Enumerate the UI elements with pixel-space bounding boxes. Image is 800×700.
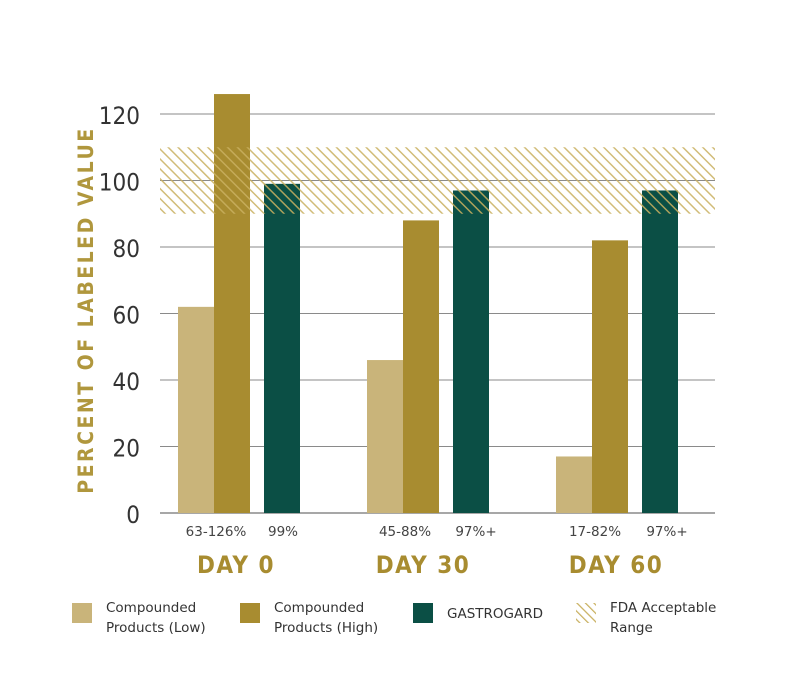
legend-swatch-low bbox=[72, 603, 92, 623]
legend-item-high: Compounded Products (High) bbox=[240, 598, 378, 638]
bar-low-day-30 bbox=[367, 360, 403, 513]
legend-label-low: Compounded Products (Low) bbox=[106, 600, 206, 636]
bar-chart: 0 20 40 60 80 100 120 63-126% 99% 45-88% 97%+ 17-8… bbox=[74, 94, 715, 579]
bar-gastrogard-day-60 bbox=[642, 190, 678, 513]
range-label-0-0: 63-126% bbox=[186, 524, 247, 540]
range-label-0-1: 99% bbox=[268, 524, 298, 540]
y-tick-label-100: 100 bbox=[99, 169, 140, 197]
legend: Compounded Products (Low) Compounded Pro… bbox=[0, 598, 800, 658]
x-axis-labels: 63-126% 99% 45-88% 97%+ 17-82% 97%+ DAY 0 DAY 3… bbox=[186, 524, 688, 579]
legend-label-high: Compounded Products (High) bbox=[274, 600, 379, 636]
x-category-label-day-30: DAY 30 bbox=[376, 551, 471, 579]
range-label-2-0: 17-82% bbox=[569, 524, 621, 540]
range-label-2-1: 97%+ bbox=[646, 524, 687, 540]
legend-swatch-gastrogard bbox=[413, 603, 433, 623]
legend-item-fda: FDA Acceptable Range bbox=[576, 598, 716, 638]
x-category-label-day-60: DAY 60 bbox=[569, 551, 664, 579]
y-tick-label-80: 80 bbox=[113, 235, 140, 263]
legend-swatch-high bbox=[240, 603, 260, 623]
legend-label-gastrogard: GASTROGARD bbox=[447, 606, 543, 622]
x-category-label-day-0: DAY 0 bbox=[197, 551, 275, 579]
legend-label-fda: FDA Acceptable Range bbox=[610, 600, 717, 636]
fda-range-band bbox=[160, 147, 715, 214]
bar-low-day-0 bbox=[178, 306, 214, 513]
range-label-1-0: 45-88% bbox=[379, 524, 431, 540]
y-tick-label-0: 0 bbox=[126, 501, 140, 529]
y-tick-label-20: 20 bbox=[113, 435, 140, 463]
bars bbox=[178, 94, 678, 514]
bar-gastrogard-day-30 bbox=[453, 190, 489, 513]
y-axis-ticks: 0 20 40 60 80 100 120 bbox=[99, 102, 140, 529]
y-axis-title: PERCENT OF LABELED VALUE bbox=[74, 126, 98, 493]
range-label-1-1: 97%+ bbox=[455, 524, 496, 540]
bar-gastrogard-day-0 bbox=[264, 183, 300, 513]
y-tick-label-40: 40 bbox=[113, 368, 140, 396]
fda-range-rect bbox=[160, 147, 715, 214]
legend-item-low: Compounded Products (Low) bbox=[72, 598, 206, 638]
bar-high-day-30 bbox=[403, 220, 439, 513]
y-tick-label-120: 120 bbox=[99, 102, 140, 130]
bar-high-day-60 bbox=[592, 240, 628, 513]
legend-swatch-fda bbox=[576, 603, 596, 623]
legend-item-gastrogard: GASTROGARD bbox=[413, 598, 543, 624]
y-tick-label-60: 60 bbox=[113, 302, 140, 330]
bar-low-day-60 bbox=[556, 456, 592, 513]
